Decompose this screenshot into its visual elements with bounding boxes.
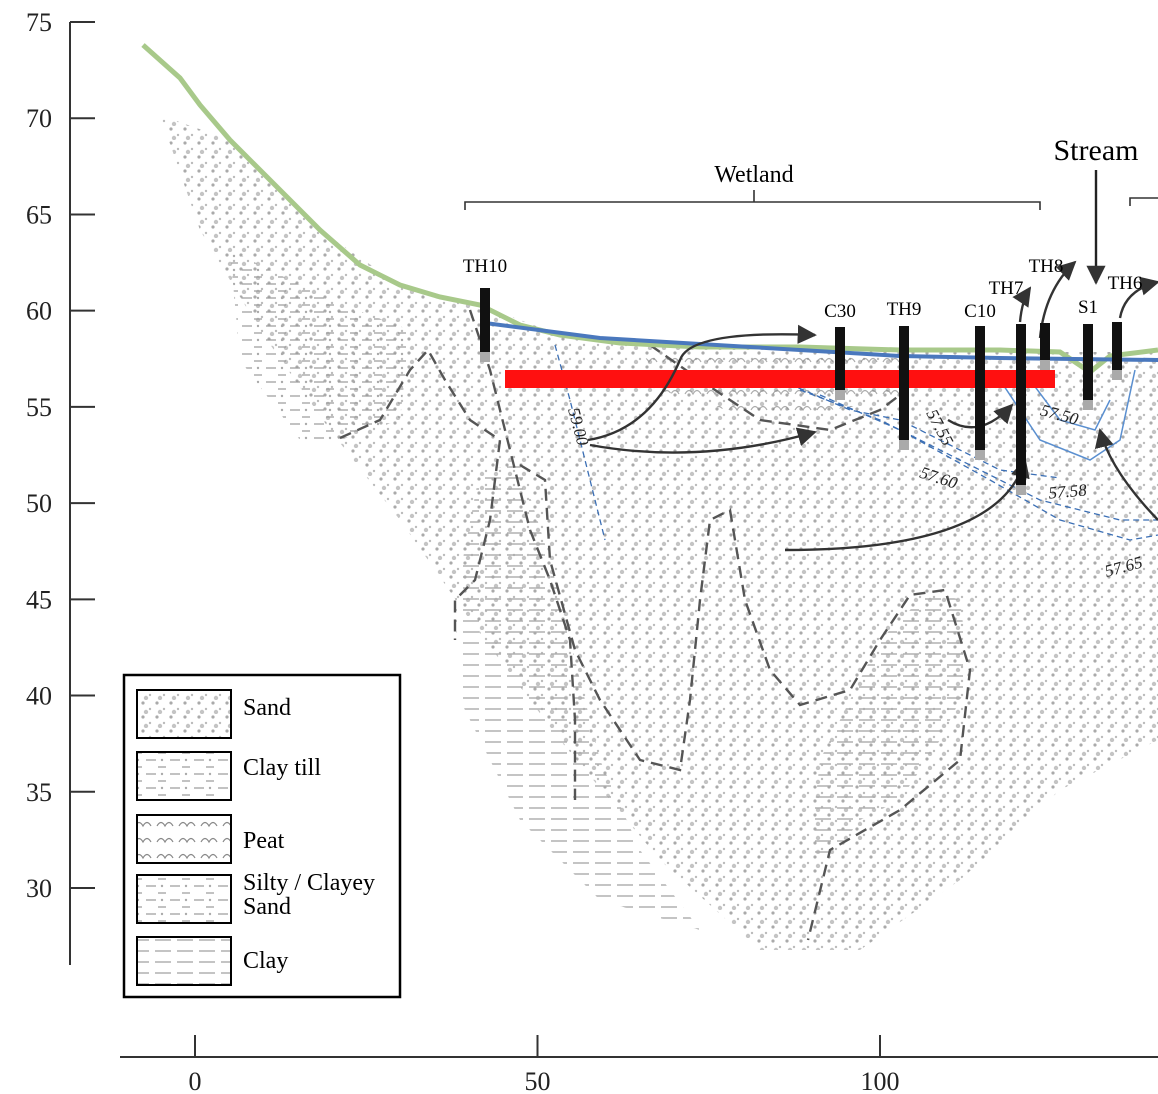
well-screen [1016, 485, 1026, 495]
legend-swatch [137, 937, 231, 985]
y-tick-label: 75 [26, 8, 52, 37]
well [975, 326, 985, 460]
wetland-bracket [465, 190, 1040, 210]
legend-swatch [137, 690, 231, 738]
legend-label: Peat [243, 828, 285, 854]
well [480, 288, 490, 362]
y-tick-label: 35 [26, 778, 52, 807]
well-label: S1 [1078, 297, 1098, 318]
legend-label: Clay till [243, 755, 321, 781]
y-tick-label: 55 [26, 393, 52, 422]
well-label: C10 [964, 301, 996, 322]
well-screen [1083, 400, 1093, 410]
legend-label: Silty / Clayey [243, 870, 375, 896]
well [1083, 324, 1093, 410]
legend-swatch [137, 752, 231, 800]
wetland-label: Wetland [714, 162, 793, 188]
y-tick-label: 60 [26, 297, 52, 326]
y-tick-label: 30 [26, 874, 52, 903]
x-tick-label: 0 [189, 1067, 202, 1094]
stream-label: Stream [1054, 134, 1139, 167]
well-screen [899, 440, 909, 450]
cross-section: TH10C30TH9C10TH7TH8S1TH6 Wetland Stream … [0, 0, 1158, 1094]
well-label: TH8 [1029, 256, 1064, 277]
well-label: TH10 [463, 256, 507, 277]
right-bracket [1130, 198, 1158, 206]
x-tick-label: 50 [525, 1067, 551, 1094]
legend-label: Sand [243, 894, 291, 920]
y-tick-label: 70 [26, 104, 52, 133]
y-tick-label: 50 [26, 489, 52, 518]
well [1016, 324, 1026, 495]
well-label: TH9 [887, 299, 922, 320]
well [835, 327, 845, 400]
y-tick-label: 40 [26, 682, 52, 711]
well-label: TH7 [989, 278, 1024, 299]
x-tick-label: 100 [861, 1067, 900, 1094]
highlight-bar [505, 370, 1055, 388]
well [899, 326, 909, 450]
well-screen [480, 352, 490, 362]
well-screen [1112, 370, 1122, 380]
contour-label: 57.58 [1048, 480, 1088, 502]
legend-label: Sand [243, 695, 291, 721]
well-screen [835, 390, 845, 400]
y-tick-label: 65 [26, 200, 52, 229]
y-tick-label: 45 [26, 585, 52, 614]
well-label: TH6 [1108, 273, 1143, 294]
well-screen [975, 450, 985, 460]
legend-swatch [137, 815, 231, 863]
legend-swatch [137, 875, 231, 923]
well-screen [1040, 360, 1050, 370]
well-label: C30 [824, 301, 856, 322]
legend-label: Clay [243, 948, 288, 974]
